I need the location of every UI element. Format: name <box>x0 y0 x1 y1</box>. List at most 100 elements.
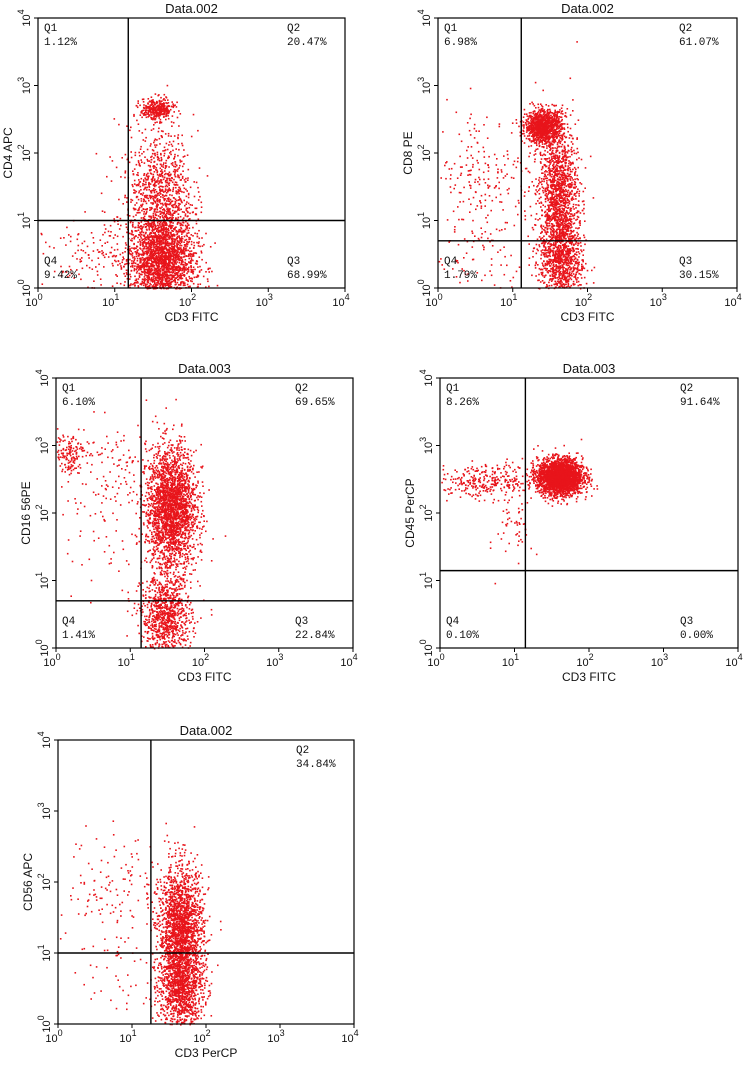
data-point-1676 <box>150 251 152 253</box>
data-point-1084 <box>559 132 561 134</box>
data-point-1350 <box>577 188 579 190</box>
data-point-3333 <box>112 160 114 162</box>
data-point-2783 <box>162 225 164 227</box>
data-point-2398 <box>180 179 182 181</box>
data-point-1288 <box>553 194 555 196</box>
data-point-3229 <box>83 250 85 252</box>
data-point-724 <box>524 109 526 111</box>
data-point-3280 <box>110 235 112 237</box>
data-point-3324 <box>166 143 168 145</box>
data-point-1213 <box>181 242 183 244</box>
data-point-2329 <box>160 196 162 198</box>
data-point-1759 <box>155 232 157 234</box>
data-point-2588 <box>179 209 181 211</box>
data-point-2388 <box>157 174 159 176</box>
data-point-3260 <box>129 248 131 250</box>
data-point-1514 <box>161 236 163 238</box>
data-point-2861 <box>164 100 166 102</box>
data-point-2120 <box>147 160 149 162</box>
data-point-2257 <box>139 190 141 192</box>
data-point-3120 <box>155 111 157 113</box>
tick-exponent: 0 <box>38 292 43 302</box>
plot-2: 100100101101102102103103104104Data.002CD… <box>401 1 742 324</box>
data-point-3309 <box>53 247 55 249</box>
data-point-1614 <box>146 246 148 248</box>
data-point-2126 <box>165 133 167 135</box>
data-point-2696 <box>164 258 166 260</box>
data-point-1810 <box>153 258 155 260</box>
data-point-1987 <box>171 214 173 216</box>
tick-exponent: 3 <box>268 292 273 302</box>
data-point-1279 <box>581 277 583 279</box>
data-point-3098 <box>148 98 150 100</box>
data-point-2716 <box>159 199 161 201</box>
data-point-3346 <box>111 180 113 182</box>
data-point-568 <box>541 146 543 148</box>
data-point-1639 <box>153 264 155 266</box>
data-point-2621 <box>178 205 180 207</box>
data-point-2299 <box>199 167 201 169</box>
data-point-2303 <box>176 211 178 213</box>
data-point-2737 <box>153 176 155 178</box>
data-point-1256 <box>134 256 136 258</box>
data-point-3169 <box>137 102 139 104</box>
data-point-1919 <box>191 234 193 236</box>
data-point-1821 <box>177 222 179 224</box>
data-point-1044 <box>522 130 524 132</box>
data-point-1879 <box>162 262 164 264</box>
data-point-1540 <box>553 237 555 239</box>
data-point-2872 <box>136 120 138 122</box>
data-point-1893 <box>165 252 167 254</box>
data-point-3321 <box>104 224 106 226</box>
data-point-108 <box>537 112 539 114</box>
data-point-2779 <box>161 137 163 139</box>
data-point-2746 <box>168 144 170 146</box>
data-point-3348 <box>164 262 166 264</box>
data-point-1981 <box>160 168 162 170</box>
data-point-2589 <box>158 183 160 185</box>
data-point-2686 <box>171 243 173 245</box>
data-point-3170 <box>160 109 162 111</box>
data-point-2748 <box>172 189 174 191</box>
data-point-3315 <box>78 245 80 247</box>
data-point-889 <box>189 262 191 264</box>
data-point-2242 <box>161 179 163 181</box>
data-point-3352 <box>155 181 157 183</box>
data-point-3275 <box>70 236 72 238</box>
data-point-2020 <box>159 174 161 176</box>
data-point-3155 <box>148 106 150 108</box>
data-point-3261 <box>43 253 45 255</box>
data-point-2484 <box>162 209 164 211</box>
data-point-2237 <box>147 195 149 197</box>
data-point-1835 <box>178 237 180 239</box>
data-point-2976 <box>167 107 169 109</box>
data-point-2325 <box>161 251 163 253</box>
data-point-1854 <box>177 255 179 257</box>
data-point-3252 <box>108 231 110 233</box>
data-point-3206 <box>97 271 99 273</box>
data-point-1520 <box>190 255 192 257</box>
data-point-1828 <box>165 237 167 239</box>
data-point-361 <box>185 225 187 227</box>
data-point-733 <box>523 127 525 129</box>
data-point-3212 <box>72 255 74 257</box>
data-point-1880 <box>174 266 176 268</box>
data-point-2530 <box>178 231 180 233</box>
data-point-1702 <box>180 260 182 262</box>
data-point-3268 <box>105 253 107 255</box>
data-point-2073 <box>183 185 185 187</box>
data-point-2533 <box>165 186 167 188</box>
data-point-2675 <box>149 216 151 218</box>
data-point-2813 <box>162 223 164 225</box>
data-point-2576 <box>175 148 177 150</box>
data-point-3198 <box>101 253 103 255</box>
data-point-1882 <box>162 285 164 287</box>
data-point-2612 <box>174 184 176 186</box>
data-point-2211 <box>153 222 155 224</box>
data-point-1897 <box>191 250 193 252</box>
data-point-1096 <box>534 135 536 137</box>
data-point-1183 <box>123 266 125 268</box>
data-point-485 <box>201 251 203 253</box>
data-point-2551 <box>153 142 155 144</box>
data-point-3334 <box>165 205 167 207</box>
